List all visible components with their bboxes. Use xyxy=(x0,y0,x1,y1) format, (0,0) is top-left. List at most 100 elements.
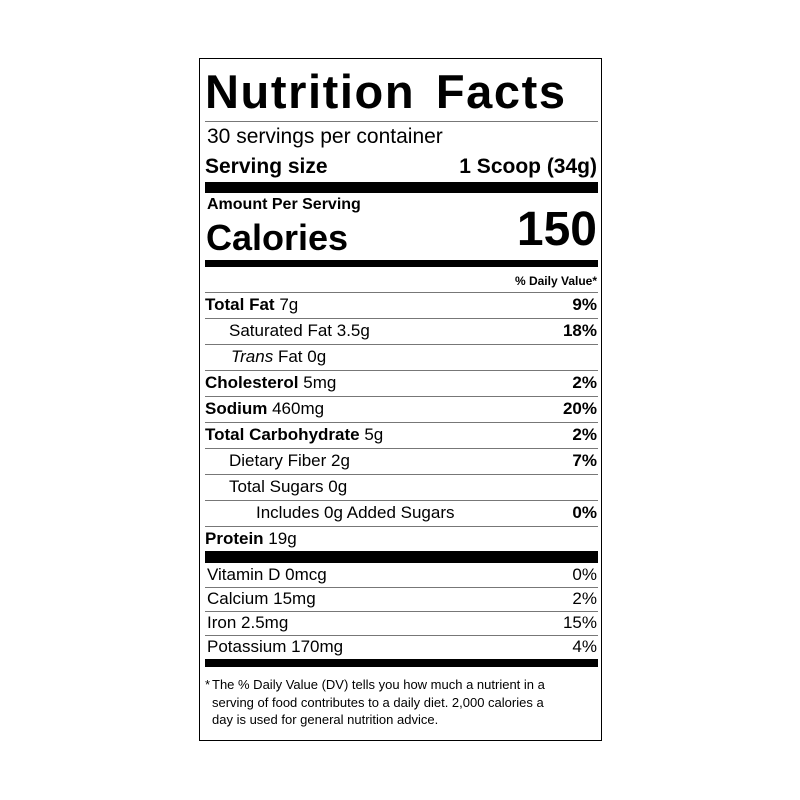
nutrient-row: Trans Fat 0g xyxy=(205,344,597,370)
nutrient-name-group: Total Carbohydrate 5g xyxy=(205,425,383,445)
nutrient-name-group: Includes 0g Added Sugars xyxy=(205,503,454,523)
nutrient-amount: 5g xyxy=(364,425,384,444)
rule xyxy=(205,121,598,122)
rule xyxy=(205,587,598,588)
nutrient-name-group: Sodium 460mg xyxy=(205,399,324,419)
nutrient-row: Saturated Fat 3.5g 18% xyxy=(205,318,597,344)
rule xyxy=(205,396,598,397)
footnote-line: day is used for general nutrition advice… xyxy=(212,712,439,727)
footnote-line: The % Daily Value (DV) tells you how muc… xyxy=(212,677,545,692)
nutrient-amount: 7g xyxy=(279,295,299,314)
vitamin-name-group: Calcium 15mg xyxy=(207,589,316,609)
nutrient-amount: 2g xyxy=(331,451,350,470)
amount-per-serving: Amount Per Serving xyxy=(207,196,361,213)
nutrient-name-group: Cholesterol 5mg xyxy=(205,373,336,393)
calories-label: Calories xyxy=(206,217,349,258)
footnote-text: The % Daily Value (DV) tells you how muc… xyxy=(205,676,545,729)
nutrient-dv: 20% xyxy=(562,399,597,418)
rule xyxy=(205,370,598,371)
footnote-mark: * xyxy=(205,677,211,692)
nutrient-name-group: Saturated Fat 3.5g xyxy=(205,321,370,341)
nutrient-amount: 3.5g xyxy=(336,321,370,340)
calories-value: 150 xyxy=(516,203,597,256)
rule xyxy=(205,422,598,423)
nutrient-amount: 460mg xyxy=(272,399,325,418)
vitamin-amount: 15mg xyxy=(273,589,316,608)
nutrient-row: Dietary Fiber 2g 7% xyxy=(205,448,597,474)
vitamin-dv: 2% xyxy=(572,589,597,608)
nutrient-dv: 0% xyxy=(572,503,597,522)
medium-rule xyxy=(205,659,598,667)
daily-value-header: % Daily Value* xyxy=(514,274,597,288)
medium-rule xyxy=(205,260,598,267)
nutrient-name: Total Carbohydrate xyxy=(205,425,360,444)
nutrient-name-group: Trans Fat 0g xyxy=(205,347,326,367)
serving-size-label: Serving size xyxy=(205,155,328,178)
vitamin-row: Calcium 15mg 2% xyxy=(207,587,597,611)
nutrient-name-group: Total Sugars 0g xyxy=(205,477,347,497)
nutrient-row: Total Sugars 0g xyxy=(205,474,597,500)
footnote-line: serving of food contributes to a daily d… xyxy=(212,694,544,710)
vitamin-amount: 0mcg xyxy=(285,565,327,584)
rule xyxy=(205,500,598,501)
nutrient-name: Protein xyxy=(205,529,264,548)
footnote: * The % Daily Value (DV) tells you how m… xyxy=(205,676,545,729)
nutrient-name-group: Protein 19g xyxy=(205,529,297,549)
label-title: Nutrition Facts xyxy=(205,65,567,118)
nutrient-name: Includes 0g Added Sugars xyxy=(256,503,455,522)
serving-size-row: Serving size 1 Scoop (34g) xyxy=(205,154,597,180)
vitamin-name-group: Potassium 170mg xyxy=(207,637,343,657)
nutrient-name: Fat xyxy=(277,347,303,366)
rule xyxy=(205,448,598,449)
nutrient-dv: 18% xyxy=(562,321,597,340)
servings: 30 servings per container xyxy=(207,125,443,148)
vitamin-dv: 0% xyxy=(572,565,597,584)
vitamin-name: Potassium xyxy=(207,637,287,656)
vitamin-name: Vitamin D xyxy=(207,565,281,584)
thick-rule xyxy=(205,182,598,193)
nutrient-row: Includes 0g Added Sugars 0% xyxy=(205,500,597,526)
nutrient-name: Total Fat xyxy=(205,295,275,314)
vitamin-name: Calcium xyxy=(207,589,269,608)
nutrient-name: Sodium xyxy=(205,399,268,418)
rule xyxy=(205,526,598,527)
thick-rule xyxy=(205,551,598,563)
vitamin-row: Potassium 170mg 4% xyxy=(207,635,597,659)
nutrient-row: Total Carbohydrate 5g 2% xyxy=(205,422,597,448)
nutrient-name-italic: Trans xyxy=(231,347,274,366)
vitamin-dv: 15% xyxy=(562,613,597,632)
rule xyxy=(205,474,598,475)
nutrient-amount: 0g xyxy=(307,347,327,366)
rule xyxy=(205,292,598,293)
vitamin-row: Vitamin D 0mcg 0% xyxy=(207,563,597,587)
serving-size-value: 1 Scoop (34g) xyxy=(459,155,597,178)
nutrient-amount: 0g xyxy=(328,477,348,496)
nutrient-row: Sodium 460mg 20% xyxy=(205,396,597,422)
nutrient-row: Total Fat 7g 9% xyxy=(205,292,597,318)
nutrient-name: Dietary Fiber xyxy=(229,451,327,470)
vitamin-name-group: Vitamin D 0mcg xyxy=(207,565,327,585)
vitamin-name: Iron xyxy=(207,613,237,632)
vitamin-dv: 4% xyxy=(572,637,597,656)
nutrient-dv: 2% xyxy=(572,373,597,392)
vitamin-row: Iron 2.5mg 15% xyxy=(207,611,597,635)
vitamin-amount: 170mg xyxy=(291,637,344,656)
nutrient-amount: 5mg xyxy=(303,373,337,392)
rule xyxy=(205,344,598,345)
nutrient-dv: 7% xyxy=(572,451,597,470)
rule xyxy=(205,635,598,636)
rule xyxy=(205,611,598,612)
nutrient-dv: 2% xyxy=(572,425,597,444)
nutrient-amount: 19g xyxy=(268,529,297,548)
nutrient-name: Cholesterol xyxy=(205,373,299,392)
nutrient-row: Cholesterol 5mg 2% xyxy=(205,370,597,396)
nutrient-name: Total Sugars xyxy=(229,477,324,496)
nutrient-name: Saturated Fat xyxy=(229,321,333,340)
vitamin-amount: 2.5mg xyxy=(241,613,289,632)
nutrient-dv: 9% xyxy=(572,295,597,314)
nutrient-name-group: Total Fat 7g xyxy=(205,295,298,315)
vitamin-name-group: Iron 2.5mg xyxy=(207,613,288,633)
nutrient-row: Protein 19g xyxy=(205,526,597,552)
nutrient-name-group: Dietary Fiber 2g xyxy=(205,451,350,471)
